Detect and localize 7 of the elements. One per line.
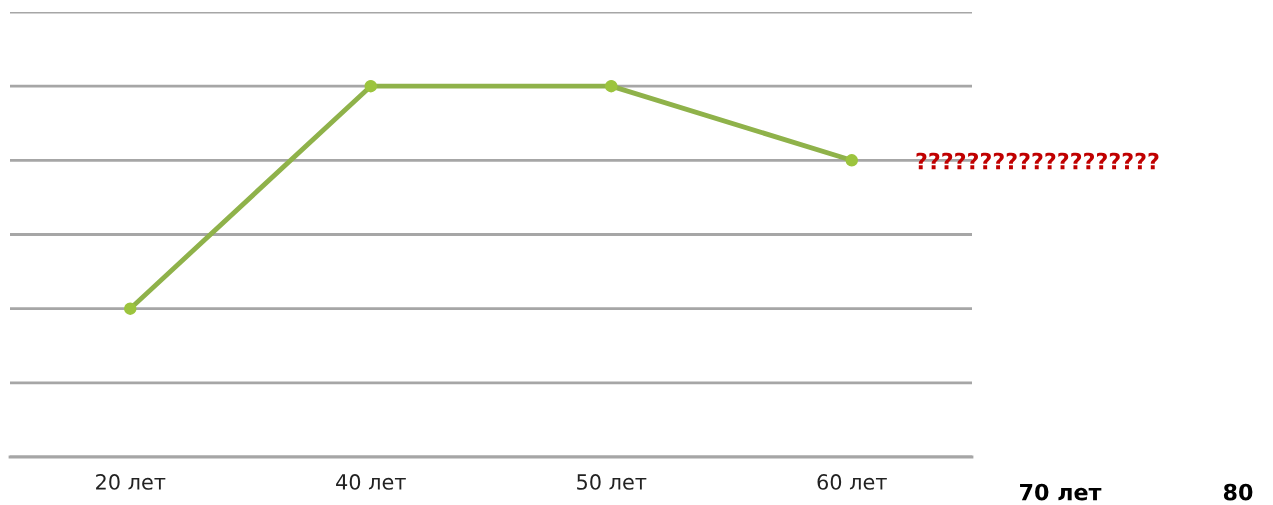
text: 70 лет — [1020, 483, 1102, 501]
x-tick-label: 40 лет — [336, 474, 406, 490]
x-tick-label: 20 лет — [96, 474, 166, 490]
x-tick-label: 60 лет — [817, 474, 887, 490]
annotation: ??????????????????? — [916, 152, 1159, 170]
text: 80 — [1223, 483, 1253, 501]
x-tick-label: 50 лет — [577, 474, 647, 490]
